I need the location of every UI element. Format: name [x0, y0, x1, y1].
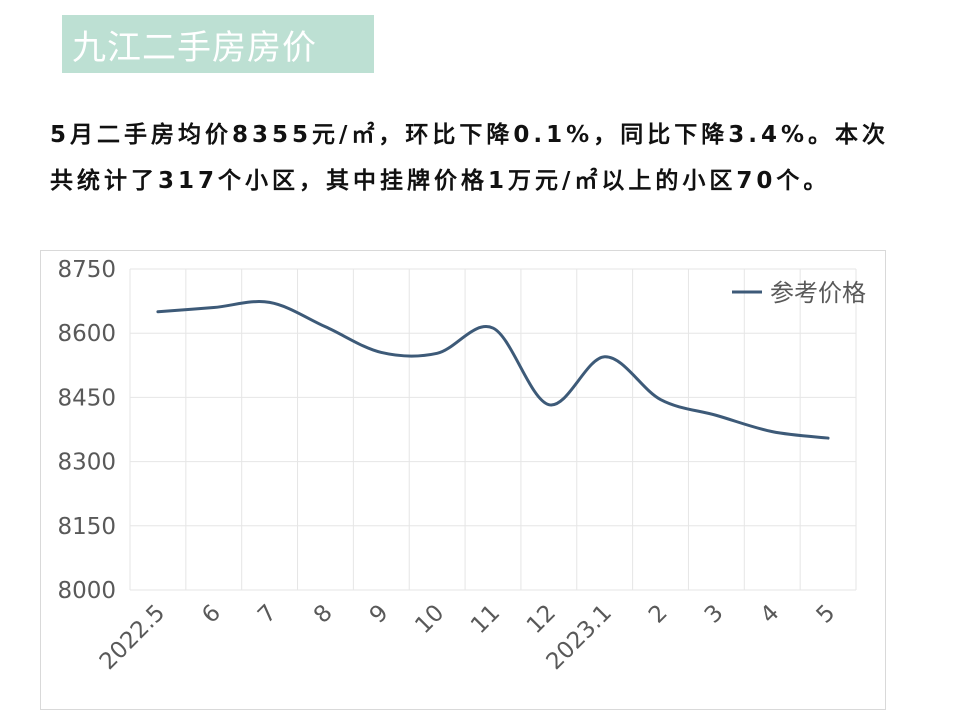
x-tick-label: 10: [410, 600, 449, 639]
summary-text: 5月二手房均价8355元/㎡，环比下降0.1%，同比下降3.4%。本次共统计了3…: [50, 122, 889, 194]
y-tick-label: 8000: [57, 578, 116, 604]
y-tick-label: 8600: [57, 321, 116, 347]
x-tick-label: 3: [700, 600, 729, 629]
y-tick-label: 8300: [57, 450, 116, 476]
x-tick-label: 11: [466, 600, 505, 639]
x-tick-label: 8: [309, 600, 338, 629]
x-tick-label: 5: [812, 600, 841, 629]
x-tick-label: 2: [644, 600, 673, 629]
x-tick-label: 9: [365, 600, 394, 629]
x-tick-label: 12: [522, 600, 561, 639]
chart-frame: [40, 250, 886, 710]
y-tick-label: 8750: [57, 257, 116, 283]
y-tick-label: 8150: [57, 514, 116, 540]
title-banner: 九江二手房房价: [62, 15, 374, 73]
series-line-参考价格: [156, 300, 830, 440]
y-tick-label: 8450: [57, 385, 116, 411]
x-tick-label: 6: [197, 600, 226, 629]
x-tick-label: 7: [253, 600, 282, 629]
x-tick-label: 4: [756, 600, 785, 629]
page-title: 九江二手房房价: [72, 27, 317, 68]
x-tick-label: 2022.5: [95, 600, 170, 675]
legend-label: 参考价格: [770, 279, 866, 307]
